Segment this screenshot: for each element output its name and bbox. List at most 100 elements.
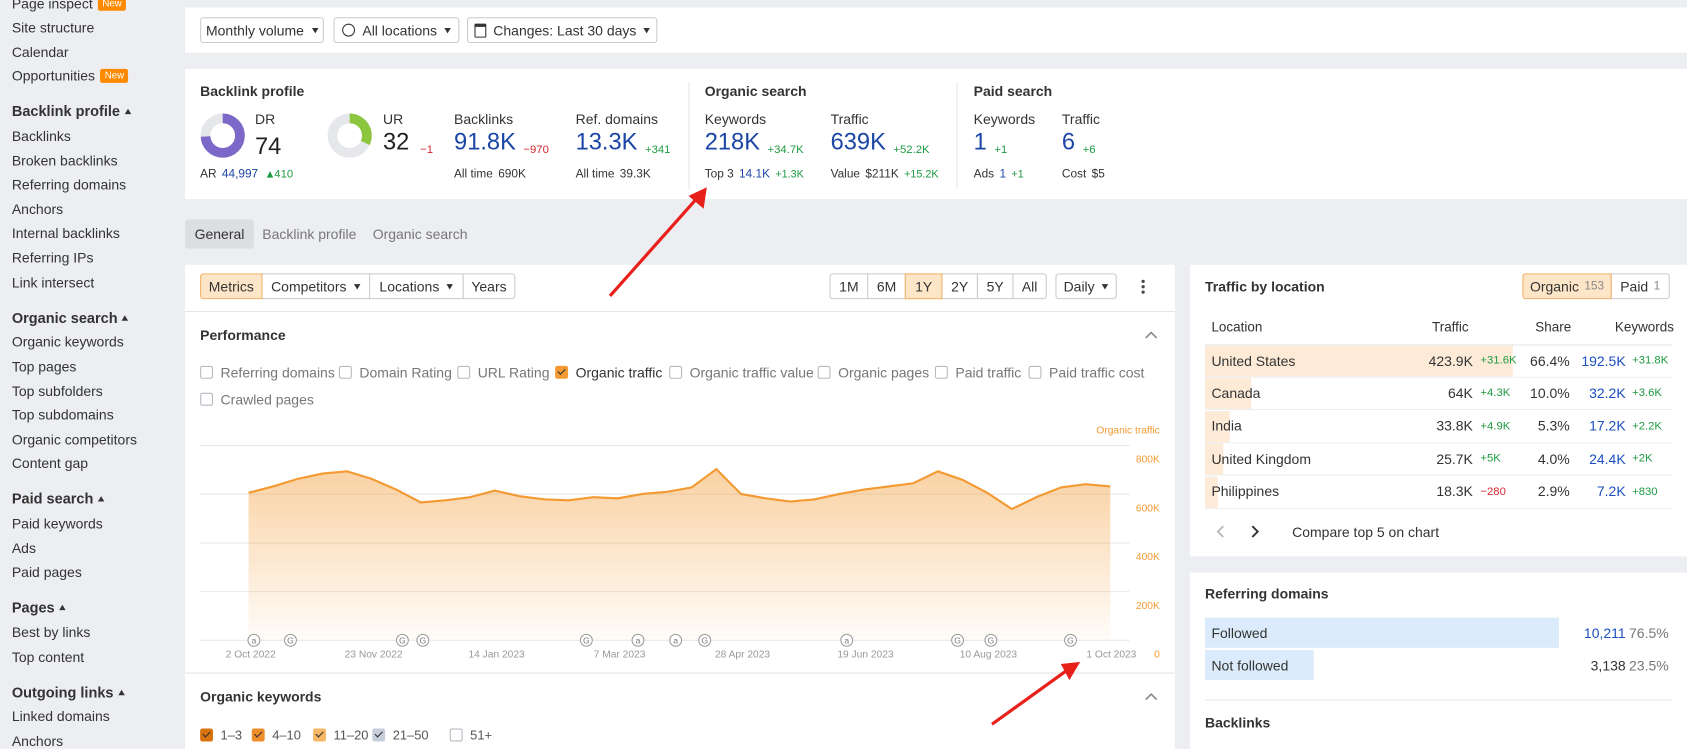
row[interactable]: Top subdomains bbox=[12, 405, 114, 424]
nav-link[interactable]: Opportunities bbox=[11, 68, 96, 85]
row[interactable]: 11–20 bbox=[313, 725, 368, 744]
row[interactable]: Organic pages bbox=[817, 363, 929, 382]
row[interactable]: Referring domains bbox=[200, 363, 335, 382]
nav-link[interactable]: Broken backlinks bbox=[11, 152, 118, 169]
row[interactable]: Referring domains bbox=[12, 175, 126, 194]
nav-link[interactable]: Top content bbox=[11, 648, 85, 665]
nav-link[interactable]: Referring IPs bbox=[11, 249, 94, 266]
row[interactable]: Opportunities New bbox=[12, 67, 129, 86]
kebab-dot[interactable] bbox=[1141, 285, 1145, 289]
checkbox[interactable] bbox=[313, 728, 326, 742]
row[interactable]: Domain Rating bbox=[338, 363, 452, 382]
row[interactable]: Best by links bbox=[12, 622, 91, 641]
row[interactable]: 21–50 bbox=[372, 725, 429, 744]
row[interactable]: Paid keywords bbox=[12, 514, 103, 533]
kebab-dot[interactable] bbox=[1141, 290, 1145, 294]
row[interactable]: Outgoing links bbox=[12, 682, 125, 701]
nav-link[interactable]: Organic competitors bbox=[11, 431, 137, 448]
row[interactable]: Pages bbox=[12, 598, 66, 617]
row[interactable]: Compare top 5 on chart bbox=[1292, 522, 1439, 541]
button[interactable]: Organic search bbox=[365, 220, 476, 249]
checkbox[interactable] bbox=[934, 365, 948, 379]
nav-link[interactable]: Top subdomains bbox=[11, 406, 114, 424]
button[interactable]: All locations bbox=[333, 17, 460, 44]
button[interactable]: Years bbox=[462, 273, 516, 300]
row[interactable]: Anchors bbox=[12, 731, 63, 749]
row[interactable]: Referring IPs bbox=[12, 248, 94, 267]
nav-link[interactable]: Link intersect bbox=[11, 273, 95, 291]
row[interactable]: Top subfolders bbox=[12, 381, 103, 400]
row[interactable]: Calendar bbox=[12, 42, 69, 61]
nav-link[interactable]: Referring domains bbox=[11, 176, 127, 193]
button[interactable]: All bbox=[1012, 273, 1047, 300]
row[interactable]: Top content bbox=[12, 647, 84, 666]
nav-link[interactable]: Paid pages bbox=[11, 564, 82, 581]
row[interactable]: 1–3 bbox=[200, 725, 242, 744]
nav-link[interactable]: Site structure bbox=[11, 19, 95, 36]
nav-link[interactable]: Organic keywords bbox=[11, 333, 124, 351]
nav-link[interactable]: Anchors bbox=[11, 201, 64, 218]
row[interactable]: Backlink profile bbox=[12, 102, 131, 121]
nav-link[interactable]: Calendar bbox=[11, 43, 69, 60]
row[interactable]: Organic keywords bbox=[12, 332, 124, 351]
row[interactable]: 7.2K bbox=[1597, 482, 1626, 501]
checkbox[interactable] bbox=[1028, 365, 1042, 379]
nav-link[interactable]: Paid keywords bbox=[11, 515, 103, 532]
nav-link[interactable]: Top subfolders bbox=[11, 382, 103, 399]
row[interactable]: Broken backlinks bbox=[12, 151, 118, 170]
row[interactable]: Organic competitors bbox=[12, 430, 137, 449]
row[interactable]: 17.2K bbox=[1589, 416, 1626, 435]
row[interactable]: Ads bbox=[12, 538, 36, 557]
row[interactable]: URL Rating bbox=[457, 363, 549, 382]
row[interactable]: 24.4K bbox=[1589, 449, 1626, 468]
button[interactable]: Locations bbox=[369, 273, 464, 300]
row[interactable]: Anchors bbox=[12, 199, 63, 218]
row[interactable]: Crawled pages bbox=[200, 390, 314, 409]
row[interactable]: Top pages bbox=[12, 357, 77, 376]
checkbox[interactable] bbox=[200, 365, 214, 379]
button[interactable]: Backlink profile bbox=[254, 220, 365, 249]
row[interactable]: Backlinks bbox=[12, 126, 71, 145]
row[interactable]: Content gap bbox=[12, 454, 88, 473]
checkbox[interactable] bbox=[669, 365, 683, 379]
nav-link[interactable]: Best by links bbox=[11, 624, 91, 641]
button[interactable]: 1M bbox=[829, 273, 869, 300]
checkbox[interactable] bbox=[555, 365, 569, 379]
nav-link[interactable]: Anchors bbox=[11, 732, 64, 749]
nav-link[interactable]: Top pages bbox=[11, 358, 77, 375]
button[interactable]: 1Y bbox=[904, 273, 943, 300]
nav-link[interactable]: Page inspect bbox=[11, 0, 93, 12]
row[interactable]: Paid traffic cost bbox=[1028, 363, 1144, 382]
button[interactable]: General bbox=[185, 219, 254, 249]
row[interactable]: Paid traffic bbox=[934, 363, 1021, 382]
kebab-dot[interactable] bbox=[1141, 279, 1145, 284]
checkbox[interactable] bbox=[457, 365, 471, 379]
button[interactable]: Metrics bbox=[200, 273, 263, 300]
checkbox[interactable] bbox=[817, 365, 831, 379]
row[interactable]: Organic traffic bbox=[555, 363, 662, 382]
nav-link[interactable]: Linked domains bbox=[11, 708, 110, 725]
row[interactable]: 4–10 bbox=[251, 725, 301, 744]
row[interactable]: Paid pages bbox=[12, 562, 82, 581]
checkbox[interactable] bbox=[200, 392, 214, 406]
nav-link[interactable]: Internal backlinks bbox=[11, 225, 120, 242]
nav-link[interactable]: Ads bbox=[11, 539, 36, 556]
checkbox[interactable] bbox=[200, 728, 214, 742]
checkbox[interactable] bbox=[338, 365, 352, 379]
row[interactable]: Link intersect bbox=[12, 272, 94, 291]
row[interactable]: Organic traffic value bbox=[669, 363, 814, 382]
nav-link[interactable]: Backlinks bbox=[11, 128, 71, 145]
row[interactable]: 192.5K bbox=[1581, 351, 1625, 370]
row[interactable]: Paid search bbox=[12, 490, 105, 509]
button[interactable]: 2Y bbox=[941, 273, 978, 300]
checkbox[interactable] bbox=[251, 728, 265, 742]
row[interactable]: Linked domains bbox=[12, 707, 110, 726]
button[interactable]: Daily bbox=[1055, 273, 1117, 300]
row[interactable]: Site structure bbox=[12, 18, 94, 37]
button[interactable]: Paid 1 bbox=[1610, 273, 1670, 300]
button[interactable]: Organic 153 bbox=[1522, 273, 1612, 300]
nav-link[interactable]: Content gap bbox=[11, 455, 89, 472]
button[interactable]: Monthly volume bbox=[200, 17, 324, 44]
button[interactable]: Competitors bbox=[261, 273, 371, 300]
button[interactable]: Changes: Last 30 days bbox=[466, 17, 658, 44]
